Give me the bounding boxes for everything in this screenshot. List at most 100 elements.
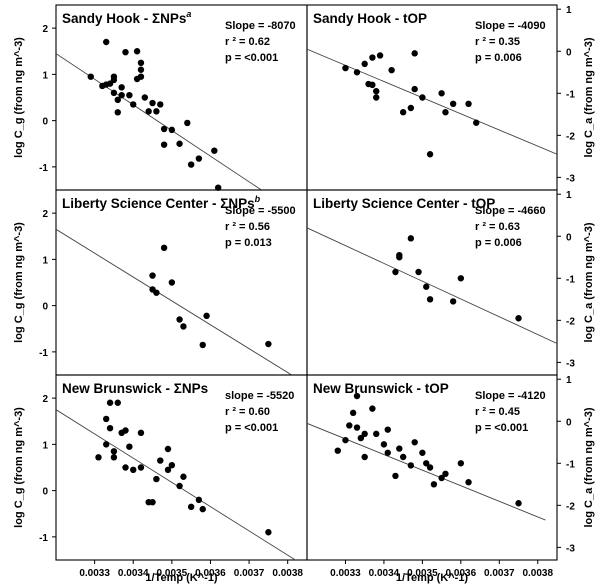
data-point bbox=[334, 447, 341, 454]
data-point bbox=[426, 151, 434, 158]
right-y-axis-label: log C_a (from ng m^-3) bbox=[583, 222, 595, 342]
data-point bbox=[361, 430, 368, 438]
data-point bbox=[407, 462, 415, 469]
stat-line: Slope = -4660 bbox=[475, 205, 546, 217]
y-tick-label: 0 bbox=[566, 417, 572, 428]
data-point bbox=[369, 81, 376, 89]
stat-line: r ² = 0.60 bbox=[225, 406, 270, 418]
data-point bbox=[515, 315, 522, 322]
x-axis-label: 1/Temp (K^-1) bbox=[396, 572, 469, 584]
data-point bbox=[373, 430, 380, 438]
x-tick-label: 0.0037 bbox=[484, 568, 515, 579]
stat-line: r ² = 0.45 bbox=[475, 406, 520, 418]
data-point bbox=[203, 312, 210, 319]
data-point bbox=[114, 109, 121, 116]
data-point bbox=[380, 441, 388, 448]
panel-frame bbox=[55, 4, 308, 191]
data-point bbox=[160, 244, 168, 252]
y-tick-label: 2 bbox=[42, 209, 48, 220]
stat-line: r ² = 0.35 bbox=[475, 36, 520, 48]
x-tick-label: 0.0035 bbox=[407, 568, 438, 579]
data-point bbox=[195, 496, 203, 504]
data-point bbox=[149, 498, 156, 506]
data-point bbox=[122, 48, 129, 56]
data-point bbox=[103, 441, 110, 448]
data-point bbox=[153, 475, 160, 483]
panel-1: Sandy Hook - tOP Slope = -4090 r ² = 0.35 p… bbox=[306, 4, 575, 191]
y-tick-label: 1 bbox=[42, 70, 48, 81]
data-point bbox=[419, 94, 426, 101]
data-point bbox=[164, 445, 172, 453]
data-point bbox=[195, 155, 203, 162]
data-point bbox=[160, 125, 168, 133]
stat-line: r ² = 0.63 bbox=[475, 221, 520, 233]
panel-frame bbox=[306, 4, 558, 191]
data-point bbox=[137, 66, 145, 73]
data-point bbox=[176, 316, 183, 323]
data-point bbox=[423, 283, 430, 290]
data-point bbox=[87, 73, 94, 80]
panel-0: Sandy Hook - ΣNPsa Slope = -8070 r ² = 0.6… bbox=[39, 4, 308, 191]
data-point bbox=[342, 64, 349, 72]
data-point bbox=[137, 59, 145, 67]
data-point bbox=[361, 453, 368, 461]
y-tick-label: -2 bbox=[566, 316, 575, 327]
regression-line bbox=[307, 422, 546, 521]
y-tick-label: 0 bbox=[566, 232, 572, 243]
panel-5: New Brunswick - tOP Slope = -4120 r ² = 0.… bbox=[306, 374, 575, 579]
data-point bbox=[442, 470, 449, 478]
stat-line: r ² = 0.62 bbox=[225, 36, 270, 48]
data-point bbox=[353, 69, 361, 76]
data-point bbox=[110, 448, 118, 455]
data-point bbox=[126, 91, 133, 99]
data-point bbox=[346, 422, 353, 429]
data-point bbox=[176, 482, 183, 490]
data-point bbox=[426, 464, 434, 471]
regression-line bbox=[56, 409, 296, 560]
data-point bbox=[149, 272, 156, 279]
stat-line: p = 0.006 bbox=[475, 237, 522, 249]
data-point bbox=[384, 449, 391, 456]
data-point bbox=[342, 436, 349, 444]
data-point bbox=[157, 457, 164, 464]
regression-line bbox=[56, 53, 263, 190]
y-tick-label: 1 bbox=[566, 190, 572, 201]
data-point bbox=[168, 126, 176, 134]
panel-title-superscript: a bbox=[186, 9, 191, 19]
data-point bbox=[419, 449, 426, 456]
data-point bbox=[353, 392, 361, 400]
data-point bbox=[118, 91, 125, 99]
data-point bbox=[407, 104, 415, 112]
y-tick-label: -1 bbox=[39, 533, 48, 544]
data-point bbox=[438, 90, 445, 97]
data-point bbox=[392, 472, 399, 480]
y-tick-label: 1 bbox=[42, 255, 48, 266]
data-point bbox=[106, 424, 114, 432]
data-point bbox=[430, 481, 438, 488]
panel-title: Liberty Science Center - tOP bbox=[313, 196, 495, 211]
stat-line: p = <0.001 bbox=[225, 422, 278, 434]
data-point bbox=[176, 140, 183, 147]
panel-frame bbox=[306, 189, 558, 376]
data-point bbox=[110, 76, 118, 84]
data-point bbox=[137, 429, 145, 437]
data-point bbox=[122, 464, 129, 471]
y-tick-label: -3 bbox=[566, 358, 575, 369]
data-point bbox=[114, 399, 121, 406]
x-tick-label: 0.0033 bbox=[79, 568, 110, 579]
stat-line: Slope = -4120 bbox=[475, 390, 546, 402]
y-tick-label: -1 bbox=[566, 459, 575, 470]
x-axis-label: 1/Temp (K^-1) bbox=[145, 572, 218, 584]
data-point bbox=[153, 108, 160, 115]
right-y-axis-label: log C_a (from ng m^-3) bbox=[583, 407, 595, 527]
data-point bbox=[265, 529, 272, 536]
right-y-axis-label: log C_a (from ng m^-3) bbox=[583, 37, 595, 157]
stat-line: p = <0.001 bbox=[225, 52, 278, 64]
data-point bbox=[423, 460, 430, 467]
data-point bbox=[126, 443, 133, 450]
regression-line bbox=[307, 48, 557, 155]
stat-line: p = 0.006 bbox=[475, 52, 522, 64]
data-point bbox=[265, 340, 272, 348]
